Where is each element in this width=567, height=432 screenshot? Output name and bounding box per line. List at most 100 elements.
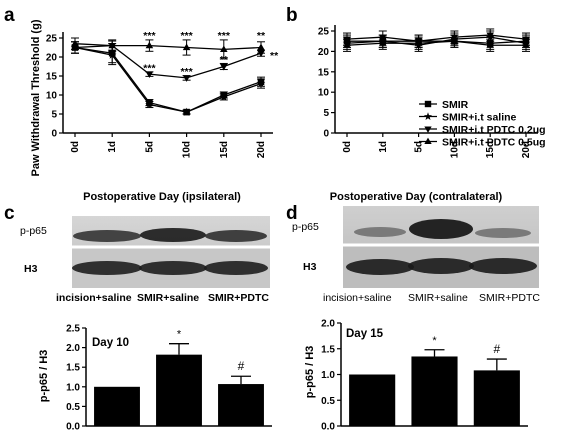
chart-c-plot: 0.0 0.5 1.0 1.5 2.0 2.5 * # [66,324,272,432]
chart-a-xlabel: Postoperative Day (ipsilateral) [83,191,241,203]
chart-a-series-3-point-0 [71,39,79,47]
legend-item-1-label: SMIR+i.t saline [442,112,517,124]
chart-a-annotation-4: *** [143,62,156,74]
chart-b-series-3-line [346,40,526,46]
legend-item-0: SMIR [419,99,469,111]
chart-a-ytick-label-4: 20 [46,53,58,64]
chart-a-series-1-point-1 [108,50,117,59]
legend-item-0-label: SMIR [442,99,469,111]
chart-b-xtick-label-4: 15d [485,141,496,158]
chart-c-bar: 0.0 0.5 1.0 1.5 2.0 2.5 * # Day 10 p-p65 / H3 [38,324,272,432]
chart-c-ytick-label-5: 2.5 [66,324,80,335]
blot-d-band-p65-1 [354,227,406,237]
chart-b-ytick-label-1: 5 [323,108,329,119]
chart-b-xtick-label-3: 10d [449,141,460,158]
blot-d-label-h3: H3 [303,261,317,273]
blot-c-label-h3: H3 [24,263,38,275]
chart-a-annotation-3: ** [257,30,266,42]
chart-c-bar-1 [156,354,202,426]
chart-a-series-2-point-2 [145,71,154,79]
chart-a-series-1-point-4 [219,92,228,101]
chart-b-xtick-label-2: 5d [414,141,425,153]
legend-item-2-marker [424,126,432,133]
panel-letter-a: a [4,5,15,26]
chart-b-series-3-point-4 [486,41,494,48]
chart-a-xtick-label-0: 0d [70,141,81,153]
legend-item-1: SMIR+i.t saline [419,112,517,124]
chart-c-ytick-label-2: 1.0 [66,382,80,393]
blot-d-label-p65: p-p65 [292,221,319,233]
chart-b-xtick-label-5: 20d [521,141,532,158]
blot-c-band-h3-3 [204,261,268,275]
chart-a-annotation-0: *** [143,30,156,42]
chart-a-ytick-label-1: 5 [51,110,57,121]
legend-item-1-marker [423,112,433,120]
chart-a-series-1-line [74,46,262,113]
legend-item-2: SMIR+i.t PDTC 0.2ug [419,124,546,136]
chart-d-mark-2: # [493,342,500,356]
chart-a-ylabel: Paw Withdrawal Threshold (g) [30,19,42,176]
chart-d-ytick-label-3: 1.5 [321,344,335,355]
chart-b-series-3-point-2 [414,39,423,46]
chart-d-bar-2 [473,370,520,426]
chart-d-bar-1 [411,356,458,426]
chart-a-xtick-label-1: 1d [107,141,118,153]
chart-b-xlabel: Postoperative Day (contralateral) [330,191,503,203]
chart-a-series-3-point-3 [182,43,191,51]
chart-a-xtick-label-2: 5d [144,141,155,153]
chart-a-annotations: *** *** *** ***** ***** ** [143,30,279,78]
blot-d-band-h3-1 [346,259,414,275]
chart-d-ylabel: p-p65 / H3 [304,346,316,399]
chart-c-mark-2: # [238,359,245,373]
blot-d-lane-2: SMIR+saline [408,292,468,304]
panel-letter-c: c [4,203,15,224]
chart-a-annotation-6: ** [220,54,229,66]
blot-c-band-p65-2 [140,228,206,242]
blot-d-band-h3-2 [408,258,474,274]
chart-d-ytick-label-4: 2.0 [321,319,335,330]
chart-b-ytick-label-2: 10 [318,88,330,99]
chart-c-ytick-label-1: 0.5 [66,402,80,413]
chart-a-xtick-label-5: 20d [256,141,267,158]
chart-d-bar: 0.0 0.5 1.0 1.5 2.0 * # Day 15 p-p65 / H3 [304,319,528,432]
blot-c-label-p65: p-p65 [20,225,47,237]
chart-a-series-2-line [74,44,262,79]
chart-b-series-2 [343,28,530,48]
chart-c-title: Day 10 [92,337,129,349]
chart-d-ytick-label-2: 1.0 [321,370,335,381]
chart-c-ytick-label-3: 1.5 [66,363,80,374]
chart-b-ytick-label-3: 15 [318,67,330,78]
legend-item-3-label: SMIR+i.t PDTC 0.5ug [442,137,546,149]
blot-d-band-p65-2 [409,219,473,239]
legend-item-2-label: SMIR+i.t PDTC 0.2ug [442,124,546,136]
chart-a-annotation-7: ** [270,50,279,62]
chart-b-ytick-label-4: 20 [318,47,330,58]
chart-d-bar-0 [349,374,396,426]
chart-c-ylabel: p-p65 / H3 [38,350,50,403]
chart-a-ytick-label-2: 10 [46,91,58,102]
blot-d-band-p65-3 [475,228,531,238]
chart-a-ytick-label-3: 15 [46,72,58,83]
chart-a-series-2-point-4 [220,63,228,71]
chart-b-series-3-point-0 [343,41,351,48]
chart-a-annotation-1: *** [180,30,193,42]
chart-a-series-1-point-2 [145,100,154,109]
western-blot-d: p-p65 H3 incision+saline SMIR+saline SMI… [292,206,540,304]
chart-c-bar-0 [94,386,140,426]
chart-b-series [342,28,531,52]
chart-a-series-2-point-3 [182,75,191,82]
chart-a-series-1-point-5 [256,79,266,88]
chart-c-ytick-label-0: 0.0 [66,422,80,432]
chart-a-series-0-line [74,46,262,113]
chart-a-annotation-2: *** [218,30,231,42]
legend-item-3: SMIR+i.t PDTC 0.5ug [419,137,546,149]
blot-d-lane-3: SMIR+PDTC [479,292,540,304]
panel-letter-b: b [286,5,298,26]
chart-b-axes: 0 5 10 15 20 25 0d 1d 5d 10d 15d 20d [318,25,538,158]
chart-d-ytick-label-1: 0.5 [321,396,335,407]
blot-d-lane-1: incision+saline [323,292,392,304]
chart-c-bar-2 [218,384,264,426]
